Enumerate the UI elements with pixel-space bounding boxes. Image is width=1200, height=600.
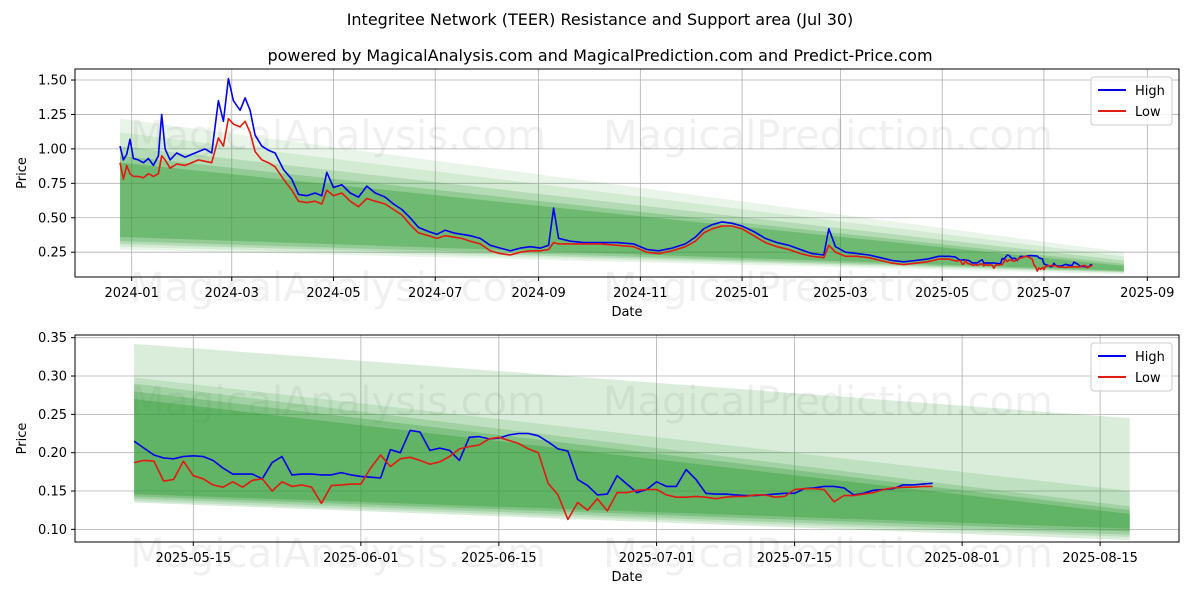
watermark-text: MagicalAnalysis.com — [130, 379, 546, 425]
x-tick-label: 2025-05 — [915, 286, 969, 301]
support-resistance-band — [120, 132, 1124, 273]
y-tick-label: 1.00 — [38, 142, 67, 157]
legend: High Low — [1090, 76, 1173, 126]
y-tick-label: 0.25 — [38, 408, 67, 423]
x-tick-label: 2025-09 — [1120, 286, 1174, 301]
watermark-text: MagicalPrediction.com — [603, 113, 1053, 159]
x-tick-label: 2025-03 — [813, 286, 867, 301]
x-tick-label: 2025-07 — [1017, 286, 1071, 301]
watermark-text: MagicalAnalysis.com — [130, 265, 546, 311]
legend-label-low: Low — [1135, 105, 1161, 120]
x-tick-label: 2024-11 — [613, 286, 667, 301]
y-tick-label: 0.75 — [38, 177, 67, 192]
support-resistance-band — [134, 391, 1130, 532]
y-tick-label: 1.25 — [38, 108, 67, 123]
y-tick-label: 0.20 — [38, 446, 67, 461]
watermark-text: MagicalPrediction.com — [603, 265, 1053, 311]
legend: High Low — [1090, 342, 1173, 392]
x-tick-label: 2025-06-15 — [461, 551, 537, 566]
chart-panel-2: MagicalAnalysis.com MagicalAnalysis.com Ma… — [15, 331, 1180, 585]
y-tick-label: 0.10 — [38, 523, 67, 538]
plot-frame — [74, 68, 1180, 278]
y-axis-label: Price — [15, 423, 30, 455]
support-resistance-band — [134, 399, 1130, 529]
x-tick-label: 2025-05-15 — [156, 551, 232, 566]
x-tick-label: 2025-06-01 — [323, 551, 399, 566]
watermark-text: MagicalAnalysis.com — [130, 531, 546, 577]
legend-label-low: Low — [1135, 371, 1161, 386]
plot-frame — [74, 334, 1180, 543]
legend-label-high: High — [1135, 84, 1165, 99]
support-resistance-band — [134, 383, 1130, 535]
y-tick-label: 0.30 — [38, 370, 67, 385]
x-axis-label: Date — [611, 305, 642, 320]
series-line-low — [133, 436, 933, 521]
legend-label-high: High — [1135, 350, 1165, 365]
x-tick-label: 2025-01 — [715, 286, 769, 301]
chart-title: Integritee Network (TEER) Resistance and… — [346, 10, 854, 29]
x-tick-label: 2024-07 — [408, 286, 462, 301]
watermark-text: MagicalPrediction.com — [603, 531, 1053, 577]
support-resistance-band — [120, 146, 1124, 273]
support-resistance-band — [134, 377, 1130, 538]
x-tick-label: 2024-05 — [306, 286, 360, 301]
x-tick-label: 2025-07-15 — [757, 551, 833, 566]
x-tick-label: 2025-08-15 — [1062, 551, 1138, 566]
y-tick-label: 0.25 — [38, 246, 67, 261]
series-line-high — [133, 429, 933, 497]
support-resistance-band — [120, 155, 1124, 272]
watermark-text: MagicalPrediction.com — [603, 379, 1053, 425]
series-line-high — [119, 77, 1093, 268]
y-tick-label: 0.50 — [38, 211, 67, 226]
x-tick-label: 2024-09 — [511, 286, 565, 301]
y-tick-label: 0.15 — [38, 485, 67, 500]
x-tick-label: 2024-03 — [205, 286, 259, 301]
x-tick-label: 2025-08-01 — [924, 551, 1000, 566]
x-tick-label: 2024-01 — [105, 286, 159, 301]
x-axis-label: Date — [611, 570, 642, 585]
series-line-low — [119, 117, 1093, 272]
y-tick-label: 0.35 — [38, 331, 67, 346]
x-tick-label: 2025-07-01 — [619, 551, 695, 566]
y-axis-label: Price — [15, 157, 30, 189]
chart-panel-1: MagicalAnalysis.comMagicalAnalysis.comMa… — [15, 68, 1180, 320]
support-resistance-band — [120, 118, 1124, 275]
chart-subtitle: powered by MagicalAnalysis.com and Magic… — [267, 46, 933, 65]
y-tick-label: 1.50 — [38, 74, 67, 89]
